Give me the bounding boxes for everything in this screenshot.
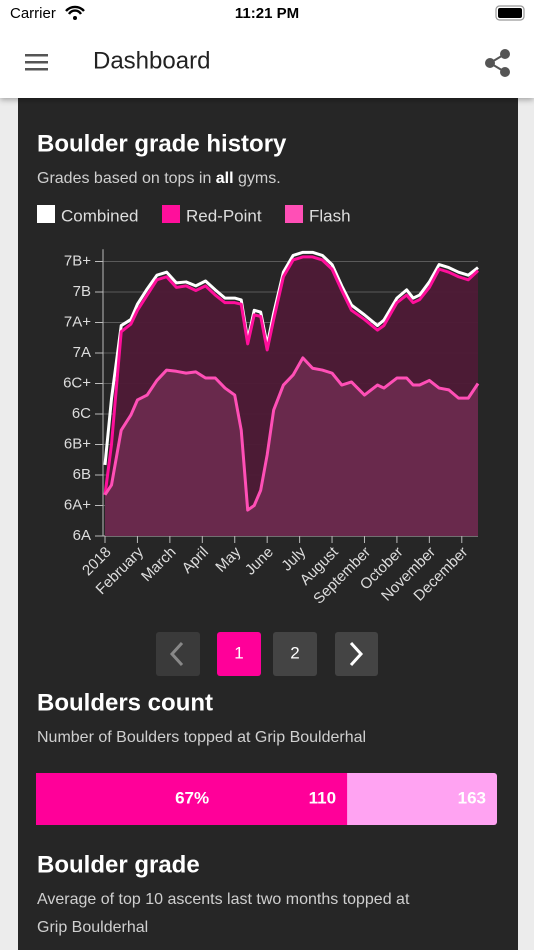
section-title: Boulder grade <box>37 851 200 878</box>
y-tick-label: 6C <box>72 405 91 422</box>
page-label: 2 <box>290 643 299 662</box>
section-subtitle: Grip Boulderhal <box>37 919 148 936</box>
subtitle-part: Grades based on tops in <box>37 170 216 187</box>
legend-swatch <box>285 205 303 223</box>
total-label: 163 <box>458 788 486 807</box>
legend-swatch <box>162 205 180 223</box>
menu-line <box>25 61 48 64</box>
menu-button[interactable] <box>25 54 48 71</box>
y-tick-label: 6B+ <box>64 435 91 452</box>
topped-label: 110 <box>309 788 336 807</box>
share-node <box>500 49 510 59</box>
next-button[interactable] <box>335 632 378 676</box>
app-title: Dashboard <box>93 47 210 74</box>
app-bar <box>0 0 534 98</box>
menu-line <box>25 54 48 57</box>
chart-subtitle: Grades based on tops in all gyms. <box>37 170 281 187</box>
share-node <box>500 67 510 77</box>
battery <box>495 5 525 21</box>
y-tick-label: 7B <box>73 283 91 300</box>
next-chevron <box>349 641 364 667</box>
page-label: 1 <box>234 643 243 662</box>
area <box>105 357 478 536</box>
clock: 11:21 PM <box>235 5 299 22</box>
subtitle-part: gyms. <box>234 170 281 187</box>
legend-label: Red-Point <box>186 206 262 225</box>
section-subtitle: Number of Boulders topped at Grip Boulde… <box>37 729 366 746</box>
y-tick-label: 7B+ <box>64 252 91 269</box>
subtitle-bold: all <box>216 170 234 187</box>
battery-level <box>498 8 522 18</box>
section-title: Boulders count <box>37 689 213 716</box>
wifi-icon <box>65 5 85 15</box>
wifi-dot <box>73 16 77 20</box>
y-tick-label: 7A+ <box>64 313 91 330</box>
y-tick-label: 6A <box>73 527 91 544</box>
share-button[interactable] <box>485 49 510 77</box>
prev-button[interactable] <box>156 632 200 676</box>
carrier: Carrier <box>10 5 56 22</box>
menu-line <box>25 68 48 71</box>
bar-topped <box>36 773 348 825</box>
legend: Combined Red-Point Flash <box>37 205 351 225</box>
y-tick-label: 6C+ <box>63 374 91 391</box>
percent-label: 67% <box>175 788 209 807</box>
line <box>103 255 480 496</box>
line <box>103 356 480 512</box>
section-subtitle: Average of top 10 ascents last two month… <box>37 891 410 908</box>
y-tick-label: 7A <box>73 344 91 361</box>
y-tick-label: 6A+ <box>64 496 91 513</box>
page-button[interactable] <box>217 632 261 676</box>
share-node <box>485 58 495 68</box>
progress-bar: 67% 110 163 <box>36 773 497 825</box>
page-button[interactable] <box>273 632 317 676</box>
legend-label: Flash <box>309 206 351 225</box>
chart-title: Boulder grade history <box>37 130 287 157</box>
legend-swatch <box>37 205 55 223</box>
legend-label: Combined <box>61 206 139 225</box>
prev-chevron <box>169 641 184 667</box>
y-tick-label: 6B <box>73 466 91 483</box>
